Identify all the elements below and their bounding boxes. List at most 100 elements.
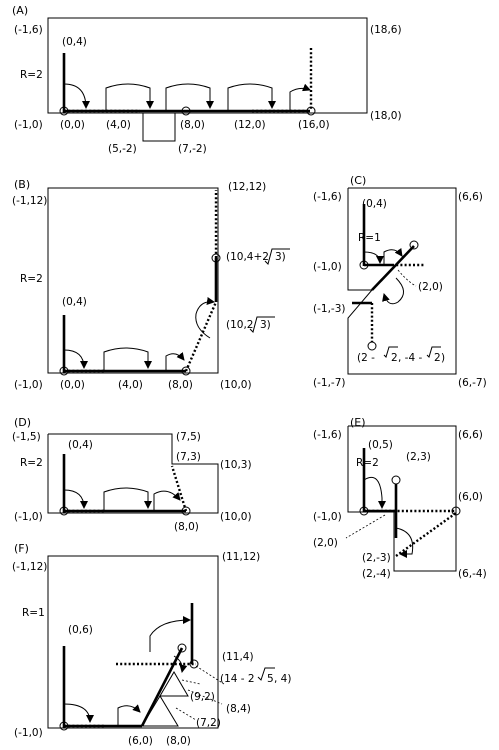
panel-e-label: (2,-4) — [362, 568, 391, 580]
panel-b-label: (10,0) — [220, 379, 252, 391]
panel-c-label: (-1,6) — [313, 191, 342, 203]
panel-c-leader-line — [397, 269, 417, 287]
panel-b-boundary — [47, 187, 219, 374]
panel-e-dotted-slope — [395, 512, 457, 557]
panel-e-label: (2,0) — [313, 537, 338, 549]
panel-f-label: (11,4) — [222, 651, 254, 663]
panel-c-point-marker — [367, 341, 377, 351]
panel-a-label: (18,6) — [370, 24, 402, 36]
panel-e: (E) (-1,6) (6,6) R=2 (0,5) (2,3) (6,0) (… — [313, 416, 487, 580]
panel-d-label: (8,0) — [174, 521, 199, 533]
panel-e-label: (0,5) — [368, 439, 393, 451]
panel-a-label: (5,-2) — [108, 143, 137, 155]
panel-d-point-marker — [181, 506, 191, 516]
panel-e-point-marker — [451, 506, 461, 516]
panel-f-arc — [149, 616, 191, 652]
panel-f-label: (8,4) — [226, 703, 251, 715]
panel-a-label: (7,-2) — [178, 143, 207, 155]
panel-e-label: (-1,6) — [313, 429, 342, 441]
panel-a-point-marker — [306, 106, 316, 116]
panel-c-sqrt-sign — [426, 346, 441, 358]
panel-f-leader-line — [181, 679, 201, 685]
panel-f-triangle-obstacle — [141, 695, 179, 727]
panel-f-radius: R=1 — [22, 607, 45, 619]
panel-f-label: (-1,12) — [12, 561, 47, 573]
panel-a-label: (-1,0) — [14, 119, 43, 131]
panel-a-arc — [165, 83, 214, 111]
panel-b-point-marker — [59, 366, 69, 376]
panel-f-diagonal-wall — [140, 647, 184, 727]
panel-c-label: 2 — [391, 352, 398, 364]
panel-d-radius: R=2 — [20, 457, 43, 469]
panel-a-boundary — [47, 17, 368, 114]
panel-e-label: (6,6) — [458, 429, 483, 441]
panel-d-title: (D) — [14, 416, 31, 429]
panel-f-boundary — [47, 555, 219, 729]
panel-f: (F) (-1,12) (11,12) R=1 (0,6) (11,4) (14… — [12, 542, 291, 747]
panel-a-notch — [142, 112, 176, 142]
panel-b-label: 3) — [275, 251, 286, 263]
panel-a-label: (12,0) — [234, 119, 266, 131]
panel-b-radius: R=2 — [20, 273, 43, 285]
panel-b-label: (0,4) — [62, 296, 87, 308]
panel-f-leader-line — [195, 665, 225, 685]
panel-a-label: (0,0) — [60, 119, 85, 131]
panel-c-point-marker — [359, 260, 369, 270]
panel-b-label: (-1,0) — [14, 379, 43, 391]
panel-b-dotted-slope — [184, 301, 218, 372]
panel-c-title: (C) — [350, 174, 366, 187]
panel-d-dotted-slope — [170, 465, 188, 512]
panel-a-label: (0,4) — [62, 36, 87, 48]
panel-a-label: (-1,6) — [14, 24, 43, 36]
panel-e-label: (2,-3) — [362, 552, 391, 564]
panel-e-arc — [363, 476, 386, 509]
panel-f-label: , 4) — [274, 673, 291, 685]
panel-c-diagonal-wall — [371, 245, 415, 291]
panel-c-boundary — [347, 187, 457, 375]
panel-d-arc — [153, 490, 181, 511]
panel-e-label: (2,3) — [406, 451, 431, 463]
panel-a-point-marker — [181, 106, 191, 116]
panel-c-label: 2 — [434, 352, 441, 364]
panel-a-label: (4,0) — [106, 119, 131, 131]
panel-c-label: (0,4) — [362, 198, 387, 210]
panel-e-leader-line — [345, 514, 386, 539]
panel-d-arc — [63, 489, 88, 509]
panel-b-arc — [103, 347, 152, 371]
panel-b-sqrt-sign — [264, 248, 290, 265]
panel-b-point-marker — [211, 253, 221, 263]
panel-b-sqrt-sign — [249, 316, 275, 333]
panel-c-label: (-1,-7) — [313, 377, 345, 389]
panel-a-arc — [105, 83, 154, 111]
panel-d-arc — [103, 487, 152, 511]
panel-f-title: (F) — [14, 542, 29, 555]
panel-d-label: (10,0) — [220, 511, 252, 523]
panel-d-label: (10,3) — [220, 459, 252, 471]
panel-f-point-marker — [59, 721, 69, 731]
panel-c-label: (6,6) — [458, 191, 483, 203]
panel-b-label: (10,2 — [226, 319, 253, 331]
panel-b-arc — [195, 297, 215, 339]
panel-c-sqrt-sign — [383, 346, 398, 358]
panel-e-label: (6,-4) — [458, 568, 487, 580]
panel-b-label: (8,0) — [168, 379, 193, 391]
panel-b-label: (0,0) — [60, 379, 85, 391]
panel-c-point-marker — [409, 240, 419, 250]
panel-f-label: (0,6) — [68, 624, 93, 636]
panel-f-leader-line — [175, 707, 197, 721]
panel-c-label: (6,-7) — [458, 377, 487, 389]
panel-a-arc — [227, 83, 276, 111]
panel-d-point-marker — [59, 506, 69, 516]
panel-c-arc — [382, 277, 404, 305]
panel-b-arc — [63, 349, 88, 369]
panel-a-arc — [289, 83, 311, 111]
panel-f-point-marker — [189, 659, 199, 669]
panel-b-title: (B) — [14, 178, 30, 191]
panel-e-boundary — [347, 425, 457, 572]
panel-c-label: (2 - — [357, 352, 375, 364]
panel-c-label: (-1,0) — [313, 261, 342, 273]
panel-a-label: (8,0) — [180, 119, 205, 131]
panel-f-label: 5 — [267, 673, 274, 685]
panel-c: (C) (-1,6) (6,6) R=1 (0,4) (-1,0) (2,0) … — [313, 174, 487, 389]
